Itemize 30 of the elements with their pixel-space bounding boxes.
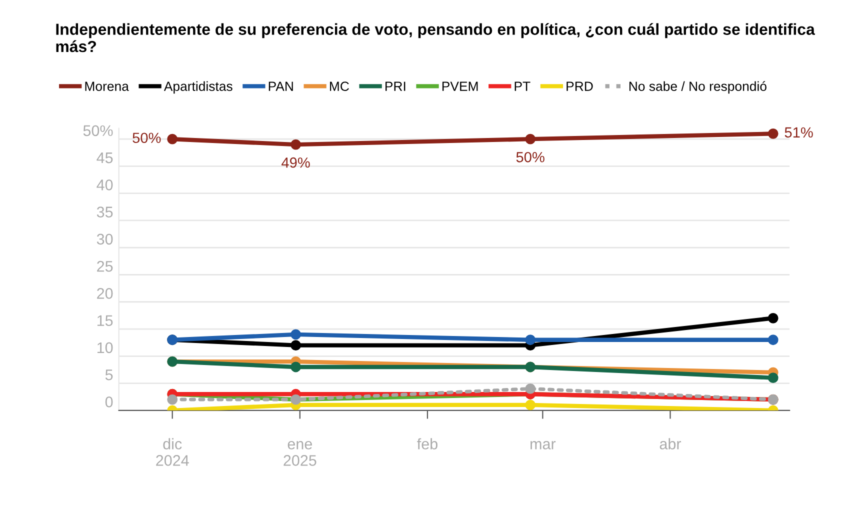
y-tick-label: 25	[97, 260, 113, 272]
legend-label: MC	[330, 82, 349, 91]
x-tick-label: mar	[530, 441, 556, 450]
y-tick-label: 5	[105, 370, 113, 380]
x-tick-label: feb	[417, 438, 438, 450]
legend-label: PRD	[566, 82, 593, 91]
x-tick-label: ene 2025	[284, 441, 316, 466]
y-tick-label: 20	[97, 288, 113, 299]
data-label: 50%	[132, 132, 161, 144]
y-tick-label: 0	[105, 396, 113, 408]
legend-label: No sabe / No respondió	[629, 81, 766, 94]
legend-label: Morena	[85, 82, 129, 91]
y-tick-label: 15	[97, 315, 113, 326]
y-tick-label: 30	[96, 234, 113, 245]
y-tick-label: 35	[96, 206, 113, 218]
chart-title: Independientemente de su preferencia de voto, pensando en política, ¿con cuál partido se identifica más?	[56, 23, 816, 52]
legend-label: PVEM	[442, 82, 478, 91]
data-label: 49%	[282, 157, 310, 168]
x-tick-label: abr	[660, 438, 682, 450]
y-tick-label: 50%	[83, 125, 113, 136]
legend-label: PAN	[268, 82, 293, 91]
legend-label: Apartidistas	[164, 81, 232, 94]
x-tick-label: dic 2024	[156, 438, 189, 466]
data-label: 51%	[784, 127, 813, 138]
y-tick-label: 45	[96, 152, 113, 164]
legend-label: PRI	[385, 82, 406, 91]
y-tick-label: 10	[97, 342, 113, 354]
legend-label: PT	[514, 82, 530, 91]
data-label: 50%	[516, 152, 544, 162]
y-tick-label: 40	[96, 180, 113, 190]
